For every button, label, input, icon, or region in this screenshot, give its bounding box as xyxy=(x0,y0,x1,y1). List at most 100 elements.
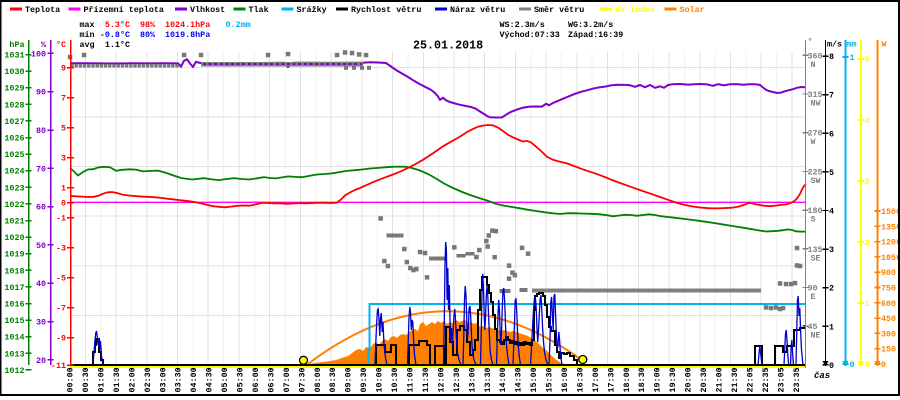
svg-text:0: 0 xyxy=(61,199,66,209)
svg-text:3: 3 xyxy=(865,177,870,187)
svg-text:8: 8 xyxy=(829,52,834,62)
svg-text:1018: 1018 xyxy=(4,266,24,276)
svg-text:SE: SE xyxy=(811,253,821,263)
svg-text:1021: 1021 xyxy=(4,217,24,227)
svg-text:90: 90 xyxy=(36,88,46,98)
svg-text:-9: -9 xyxy=(56,334,66,344)
svg-text:Teplota: Teplota xyxy=(25,5,60,15)
svg-text:600: 600 xyxy=(881,299,896,309)
svg-text:1022: 1022 xyxy=(4,200,24,210)
svg-text:1013: 1013 xyxy=(4,349,24,359)
svg-text:1050: 1050 xyxy=(881,253,900,263)
svg-text:300: 300 xyxy=(881,329,896,339)
svg-text:150: 150 xyxy=(881,345,896,355)
svg-text:70: 70 xyxy=(36,164,46,174)
svg-text:18:00: 18:00 xyxy=(622,367,632,392)
svg-text:5: 5 xyxy=(829,168,834,178)
svg-text:7: 7 xyxy=(61,94,66,104)
svg-text:0.2mm: 0.2mm xyxy=(226,20,251,30)
svg-text:30: 30 xyxy=(36,318,46,328)
svg-text:0: 0 xyxy=(881,360,886,370)
svg-text:mm: mm xyxy=(847,40,857,50)
svg-text:22:05: 22:05 xyxy=(745,367,755,392)
svg-text:23:05: 23:05 xyxy=(776,367,786,392)
svg-text:06:00: 06:00 xyxy=(251,367,261,392)
svg-text:900: 900 xyxy=(881,268,896,278)
svg-text:Západ:16:39: Západ:16:39 xyxy=(568,30,623,40)
svg-text:98%: 98% xyxy=(140,20,156,30)
svg-text:-11: -11 xyxy=(51,361,66,371)
svg-text:-1: -1 xyxy=(56,214,66,224)
svg-text:hPa: hPa xyxy=(9,40,24,50)
svg-text:19:00: 19:00 xyxy=(653,367,663,392)
svg-text:1500: 1500 xyxy=(881,207,900,217)
svg-text:04:00: 04:00 xyxy=(189,367,199,392)
svg-text:03:30: 03:30 xyxy=(174,367,184,392)
svg-text:°: ° xyxy=(808,37,813,47)
svg-text:W: W xyxy=(811,137,817,147)
svg-text:Vlhkost: Vlhkost xyxy=(190,5,225,15)
svg-text:3: 3 xyxy=(61,154,66,164)
svg-text:02:30: 02:30 xyxy=(143,367,153,392)
svg-text:60: 60 xyxy=(36,203,46,213)
svg-text:16:00: 16:00 xyxy=(560,367,570,392)
svg-text:min: min xyxy=(80,30,95,40)
svg-text:05:30: 05:30 xyxy=(236,367,246,392)
svg-text:17:00: 17:00 xyxy=(591,367,601,392)
svg-text:7: 7 xyxy=(829,91,834,101)
svg-text:03:00: 03:00 xyxy=(158,367,168,392)
svg-text:2: 2 xyxy=(865,238,870,248)
svg-text:1015: 1015 xyxy=(4,316,24,326)
svg-text:80: 80 xyxy=(36,126,46,136)
svg-text:10:30: 10:30 xyxy=(390,367,400,392)
svg-text:1014: 1014 xyxy=(4,333,24,343)
svg-text:01:30: 01:30 xyxy=(112,367,122,392)
svg-text:Rychlost větru: Rychlost větru xyxy=(351,5,421,15)
svg-text:3: 3 xyxy=(829,245,834,255)
svg-text:16:30: 16:30 xyxy=(575,367,585,392)
svg-text:20:00: 20:00 xyxy=(684,367,694,392)
svg-text:Přízemní teplota: Přízemní teplota xyxy=(84,5,164,15)
svg-text:06:30: 06:30 xyxy=(267,367,277,392)
svg-text:12:30: 12:30 xyxy=(452,367,462,392)
svg-text:11:00: 11:00 xyxy=(406,367,416,392)
svg-text:1350: 1350 xyxy=(881,222,900,232)
svg-text:0: 0 xyxy=(850,360,855,370)
svg-text:21:30: 21:30 xyxy=(730,367,740,392)
svg-text:20:30: 20:30 xyxy=(699,367,709,392)
svg-text:Solar: Solar xyxy=(680,5,705,15)
svg-text:00:30: 00:30 xyxy=(81,367,91,392)
svg-text:1017: 1017 xyxy=(4,283,24,293)
svg-text:1016: 1016 xyxy=(4,300,24,310)
svg-text:07:00: 07:00 xyxy=(282,367,292,392)
svg-text:1026: 1026 xyxy=(4,134,24,144)
svg-text:1020: 1020 xyxy=(4,233,24,243)
svg-text:1025: 1025 xyxy=(4,150,24,160)
svg-text:NE: NE xyxy=(811,331,821,341)
svg-text:90: 90 xyxy=(808,284,818,294)
svg-text:WG:3.2m/s: WG:3.2m/s xyxy=(568,20,613,30)
svg-text:NW: NW xyxy=(811,99,822,109)
svg-text:WS:2.3m/s: WS:2.3m/s xyxy=(500,20,545,30)
svg-text:1024.1hPa: 1024.1hPa xyxy=(165,20,210,30)
svg-text:450: 450 xyxy=(881,314,896,324)
svg-text:315: 315 xyxy=(808,90,823,100)
svg-text:W: W xyxy=(882,40,888,50)
svg-text:15:00: 15:00 xyxy=(529,367,539,392)
svg-text:5: 5 xyxy=(865,55,870,65)
svg-text:1: 1 xyxy=(865,299,870,309)
svg-text:5: 5 xyxy=(61,124,66,134)
svg-text:21:00: 21:00 xyxy=(715,367,725,392)
svg-text:45: 45 xyxy=(808,322,818,332)
svg-text:270: 270 xyxy=(808,129,823,139)
svg-text:09:30: 09:30 xyxy=(359,367,369,392)
svg-text:1.1°C: 1.1°C xyxy=(105,40,130,50)
svg-text:čas: čas xyxy=(814,371,830,381)
svg-text:11:30: 11:30 xyxy=(421,367,431,392)
svg-text:Východ:07:33: Východ:07:33 xyxy=(500,30,560,40)
svg-text:04:30: 04:30 xyxy=(205,367,215,392)
svg-text:1024: 1024 xyxy=(4,167,24,177)
svg-text:00:00: 00:00 xyxy=(66,367,76,392)
svg-text:1029: 1029 xyxy=(4,84,24,94)
svg-text:22:35: 22:35 xyxy=(761,367,771,392)
